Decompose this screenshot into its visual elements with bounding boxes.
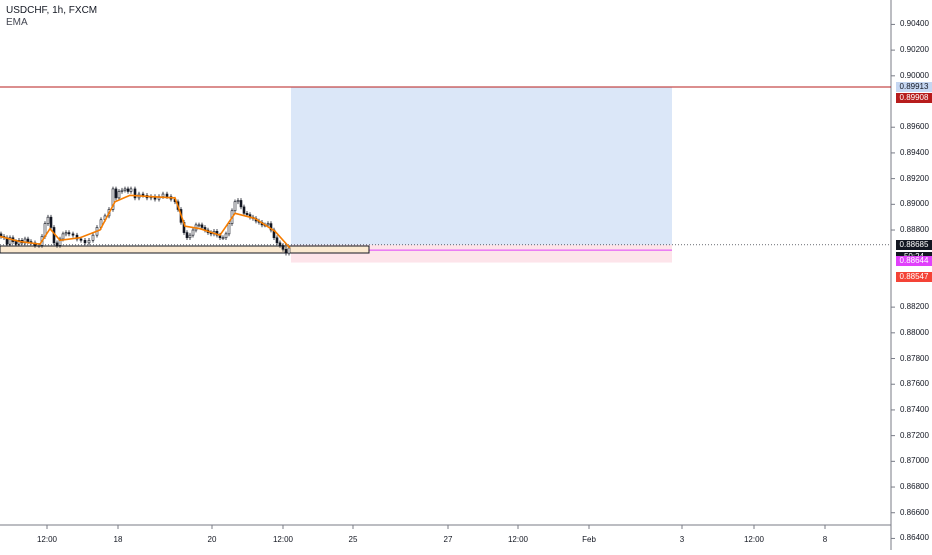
candle-body [236,200,240,203]
candle-body [191,229,195,236]
x-tick-label: Feb [582,535,596,544]
candle-body [61,233,65,240]
price-label: 0.89908 [896,92,932,103]
y-tick-label: 0.89600 [900,122,929,132]
y-tick-label: 0.87600 [900,379,929,389]
price-label: 0.88547 [896,271,932,282]
candle-body [188,234,192,239]
candle-body [141,193,145,196]
y-tick-label: 0.87200 [900,430,929,440]
candle-body [55,242,59,246]
y-tick-label: 0.88000 [900,327,929,337]
x-tick-label: 12:00 [507,535,529,544]
candle-body [165,193,169,197]
y-tick-label: 0.89200 [900,173,929,183]
candle-body [79,238,83,241]
chart-legend: USDCHF, 1h, FXCM EMA [6,5,97,29]
candle-body [133,188,137,199]
candle-body [224,233,228,239]
candle-body [46,216,50,224]
loss-zone [291,244,672,263]
x-tick-label: 18 [113,535,123,544]
y-tick-label: 0.89000 [900,199,929,209]
candle-body [278,242,282,246]
x-tick-label: 8 [822,535,828,544]
ema-line [0,194,291,249]
candle-body [64,232,68,235]
candle-body [37,245,41,247]
x-tick-label: 27 [443,535,453,544]
candle-body [111,188,115,210]
candle-body [185,232,189,239]
x-tick-label: 25 [348,535,358,544]
y-tick-label: 0.89400 [900,147,929,157]
support-box [0,245,370,254]
candle-body [284,248,288,254]
candle-body [120,189,124,192]
x-tick-label: 12:00 [743,535,765,544]
candle-body [239,200,243,208]
profit-zone [291,86,672,245]
candle-body [91,234,95,241]
candle-body [14,241,18,245]
y-tick-label: 0.88200 [900,302,929,312]
candle-body [129,188,133,192]
candle-body [114,188,118,199]
y-tick-label: 0.86400 [900,533,929,543]
candle-body [83,240,87,244]
x-tick-label: 12:00 [36,535,58,544]
candle-body [227,223,231,235]
x-tick-label: 12:00 [272,535,294,544]
candle-body [123,188,127,191]
candle-body [67,232,71,235]
y-tick-label: 0.88800 [900,225,929,235]
y-tick-label: 0.87000 [900,456,929,466]
candle-body [266,223,270,226]
candle-body [58,238,62,246]
y-tick-label: 0.86600 [900,507,929,517]
candle-body [117,191,121,199]
price-label: 0.88644 [896,256,932,267]
price-label: 0.89913 [896,81,932,92]
y-tick-label: 0.87400 [900,404,929,414]
price-label: 0.88685 [896,239,932,250]
y-tick-label: 0.90200 [900,45,929,55]
y-tick-label: 0.87800 [900,353,929,363]
candle-body [49,216,53,228]
candle-body [75,234,79,240]
candle-body [281,245,285,250]
candle-body [287,247,291,254]
legend-indicator: EMA [6,17,28,28]
candle-body [126,188,130,192]
candle-body [200,224,204,228]
candle-body [197,224,201,227]
candle-body [233,201,237,212]
candle-body [26,238,30,242]
x-tick-label: 3 [679,535,685,544]
candle-body [269,223,273,231]
y-tick-label: 0.90400 [900,19,929,29]
candle-body [8,237,12,245]
candle-body [275,237,279,244]
candle-body [242,206,246,214]
candle-body [221,237,225,240]
x-tick-label: 20 [207,535,217,544]
candle-body [87,240,91,244]
legend-symbol: USDCHF, 1h, FXCM [6,5,98,16]
y-tick-label: 0.86800 [900,482,929,492]
candle-body [161,193,165,197]
candle-body [71,233,75,236]
candle-body [245,213,249,215]
y-tick-label: 0.90000 [900,70,929,80]
